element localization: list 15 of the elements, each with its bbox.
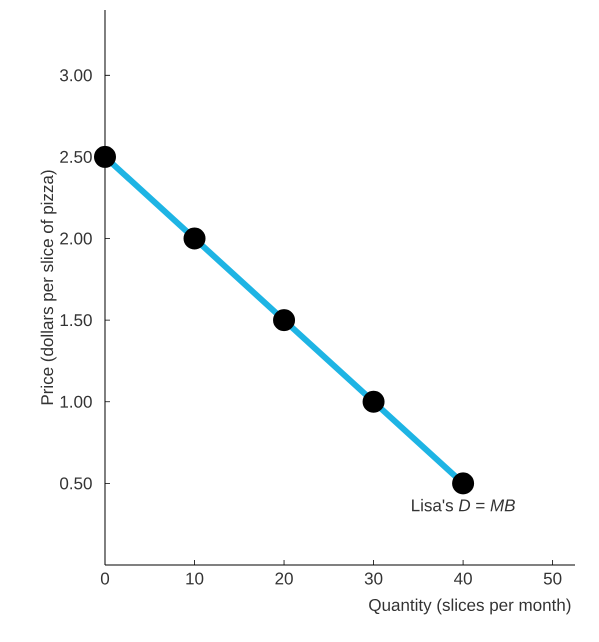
y-tick-label: 2.00 xyxy=(60,232,92,245)
x-tick-label: 20 xyxy=(275,572,293,585)
x-tick-label: 10 xyxy=(186,572,204,585)
annotation: Lisa's D = MB xyxy=(412,498,515,512)
y-tick-label: 2.50 xyxy=(60,150,92,163)
x-tick-label: 30 xyxy=(364,572,382,585)
x-tick-label: 40 xyxy=(454,572,472,585)
y-tick-label: 0.50 xyxy=(60,477,92,490)
y-axis-title: Price (dollars per slice of pizza) xyxy=(40,170,57,404)
y-tick-label: 1.00 xyxy=(60,396,92,408)
y-tick-label: 3.00 xyxy=(60,69,92,82)
x-tick-label: 0 xyxy=(100,572,110,585)
x-tick-label: 50 xyxy=(544,572,562,585)
y-tick-label: 1.50 xyxy=(60,314,92,326)
x-axis-title: Quantity (slices per month) xyxy=(369,598,570,614)
